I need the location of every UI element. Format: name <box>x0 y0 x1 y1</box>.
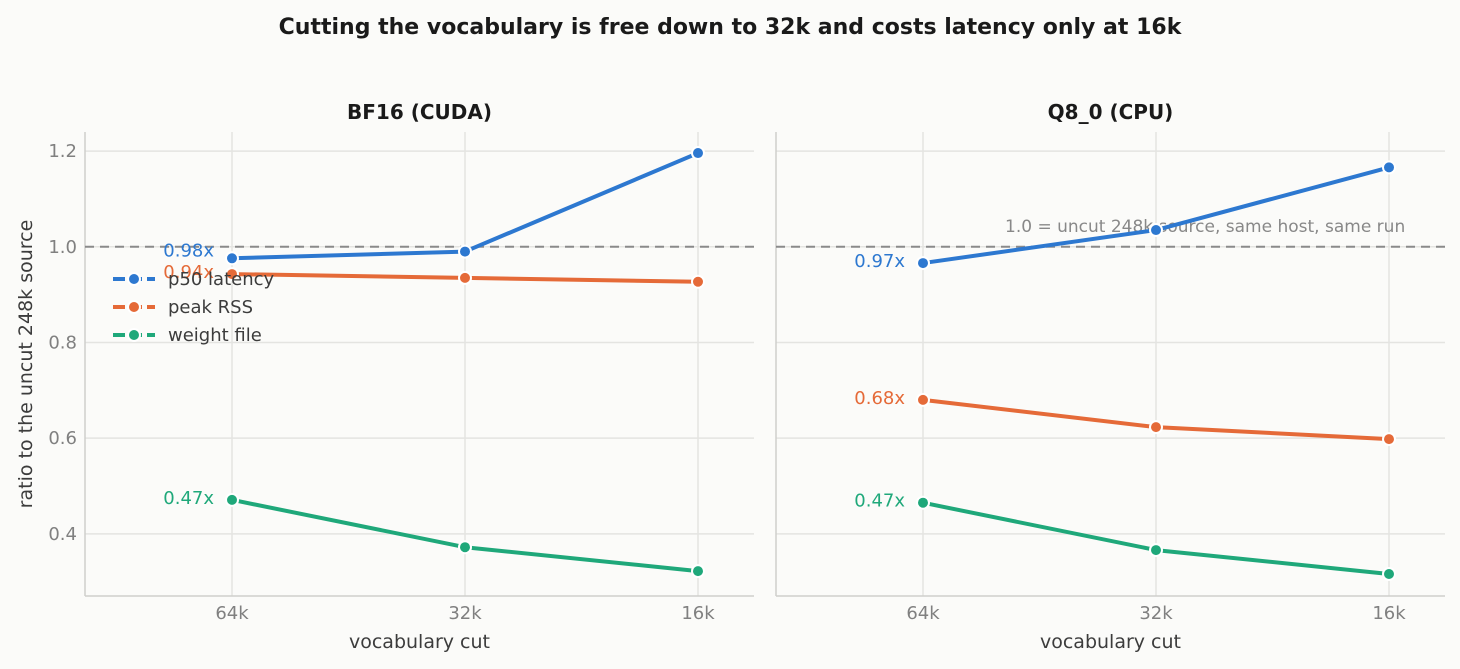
data-point-p50-latency-32k <box>1149 223 1163 238</box>
y-tick-label: 0.4 <box>48 524 77 545</box>
data-label-p50-latency: 0.97x <box>854 251 905 272</box>
data-point-peak-rss-16k <box>1382 432 1396 447</box>
x-tick-label: 64k <box>906 603 940 624</box>
reference-line-note: 1.0 = uncut 248k source, same host, same… <box>1005 217 1405 237</box>
data-label-p50-latency: 0.98x <box>163 240 214 261</box>
x-tick-label: 16k <box>681 603 715 624</box>
data-point-weight-file-16k <box>1382 566 1396 581</box>
data-point-weight-file-64k <box>916 495 930 510</box>
legend-marker-weight-file <box>127 328 141 342</box>
legend-marker-p50-latency <box>127 272 141 286</box>
data-label-weight-file: 0.47x <box>163 488 214 509</box>
y-tick-label: 0.8 <box>48 332 77 353</box>
x-tick-label: 32k <box>448 603 482 624</box>
data-point-peak-rss-64k <box>225 267 239 282</box>
data-label-peak-rss: 0.68x <box>854 388 905 409</box>
x-axis-label: vocabulary cut <box>1040 631 1181 653</box>
data-point-p50-latency-64k <box>916 256 930 271</box>
y-tick-label: 0.6 <box>48 428 77 449</box>
panel-q8-cpu: Q8_0 (CPU) 64k 32k 16k vocabulary cut 1.0 = u… <box>775 100 1445 653</box>
data-point-peak-rss-16k <box>691 274 705 289</box>
x-axis-label: vocabulary cut <box>349 631 490 653</box>
data-label-peak-rss: 0.94x <box>163 262 214 283</box>
panel-bf16-cuda: BF16 (CUDA) 0.4 0.6 0.8 1.0 1.2 64k 32k 16k vocab… <box>48 100 754 653</box>
figure-title: Cutting the vocabulary is free down to 3… <box>279 15 1183 40</box>
legend-marker-peak-rss <box>127 300 141 314</box>
panel-title: BF16 (CUDA) <box>347 100 492 124</box>
x-tick-label: 32k <box>1139 603 1173 624</box>
y-axis-label: ratio to the uncut 248k source <box>15 220 37 509</box>
legend-label-p50-latency: p50 latency <box>168 269 275 290</box>
data-label-weight-file: 0.47x <box>854 491 905 512</box>
data-point-p50-latency-16k <box>1382 160 1396 175</box>
data-point-weight-file-32k <box>458 540 472 555</box>
legend-label-weight-file: weight file <box>168 325 262 346</box>
data-point-peak-rss-32k <box>458 270 472 285</box>
data-point-weight-file-32k <box>1149 543 1163 558</box>
data-point-p50-latency-32k <box>458 244 472 259</box>
legend: p50 latency peak RSS weight file <box>113 269 275 346</box>
x-tick-label: 16k <box>1372 603 1406 624</box>
data-point-weight-file-64k <box>225 492 239 507</box>
legend-label-peak-rss: peak RSS <box>168 297 253 318</box>
x-tick-label: 64k <box>215 603 249 624</box>
y-tick-label: 1.0 <box>48 237 77 258</box>
data-point-peak-rss-64k <box>916 392 930 407</box>
y-tick-label: 1.2 <box>48 141 77 162</box>
data-point-p50-latency-16k <box>691 146 705 161</box>
data-point-p50-latency-64k <box>225 251 239 266</box>
data-point-peak-rss-32k <box>1149 420 1163 435</box>
panel-title: Q8_0 (CPU) <box>1048 100 1174 124</box>
data-point-weight-file-16k <box>691 564 705 579</box>
